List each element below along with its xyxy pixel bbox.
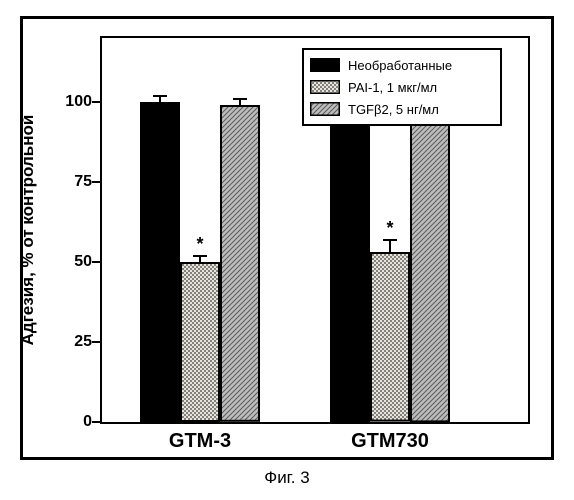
legend-item: TGFβ2, 5 нг/мл (310, 98, 492, 120)
x-category-label: GTM-3 (169, 430, 231, 453)
legend-label: PAI-1, 1 мкг/мл (348, 80, 437, 95)
significance-marker: * (196, 234, 203, 255)
bar-tgfb2 (410, 112, 450, 422)
bar-tgfb2 (220, 105, 260, 422)
figure-caption: Фиг. 3 (0, 468, 574, 488)
error-cap (383, 239, 397, 241)
bar-pai1 (370, 252, 410, 422)
error-cap (233, 98, 247, 100)
y-tick (92, 101, 100, 103)
legend-swatch (310, 80, 340, 94)
bar-untreated (140, 102, 180, 422)
error-bar (389, 240, 391, 253)
legend-swatch (310, 102, 340, 116)
y-axis-title: Адгезия, % от контрольной (18, 115, 38, 346)
legend-label: TGFβ2, 5 нг/мл (348, 102, 439, 117)
y-tick-label: 100 (42, 93, 92, 111)
y-tick (92, 341, 100, 343)
legend-item: Необработанные (310, 54, 492, 76)
legend-label: Необработанные (348, 58, 452, 73)
y-tick (92, 421, 100, 423)
x-category-label: GTM730 (351, 430, 429, 453)
y-tick-label: 75 (42, 173, 92, 191)
error-cap (153, 95, 167, 97)
plot-area: * * Необработанные PAI-1, 1 мкг/мл TGFβ2, 5 … (100, 36, 530, 424)
bar-untreated (330, 102, 370, 422)
y-tick-label: 25 (42, 333, 92, 351)
error-cap (193, 255, 207, 257)
y-tick (92, 261, 100, 263)
y-tick-label: 0 (42, 413, 92, 431)
bar-pai1 (180, 262, 220, 422)
y-tick-label: 50 (42, 253, 92, 271)
legend: Необработанные PAI-1, 1 мкг/мл TGFβ2, 5 нг… (302, 48, 502, 126)
y-tick (92, 181, 100, 183)
significance-marker: * (386, 218, 393, 239)
legend-swatch (310, 58, 340, 72)
legend-item: PAI-1, 1 мкг/мл (310, 76, 492, 98)
